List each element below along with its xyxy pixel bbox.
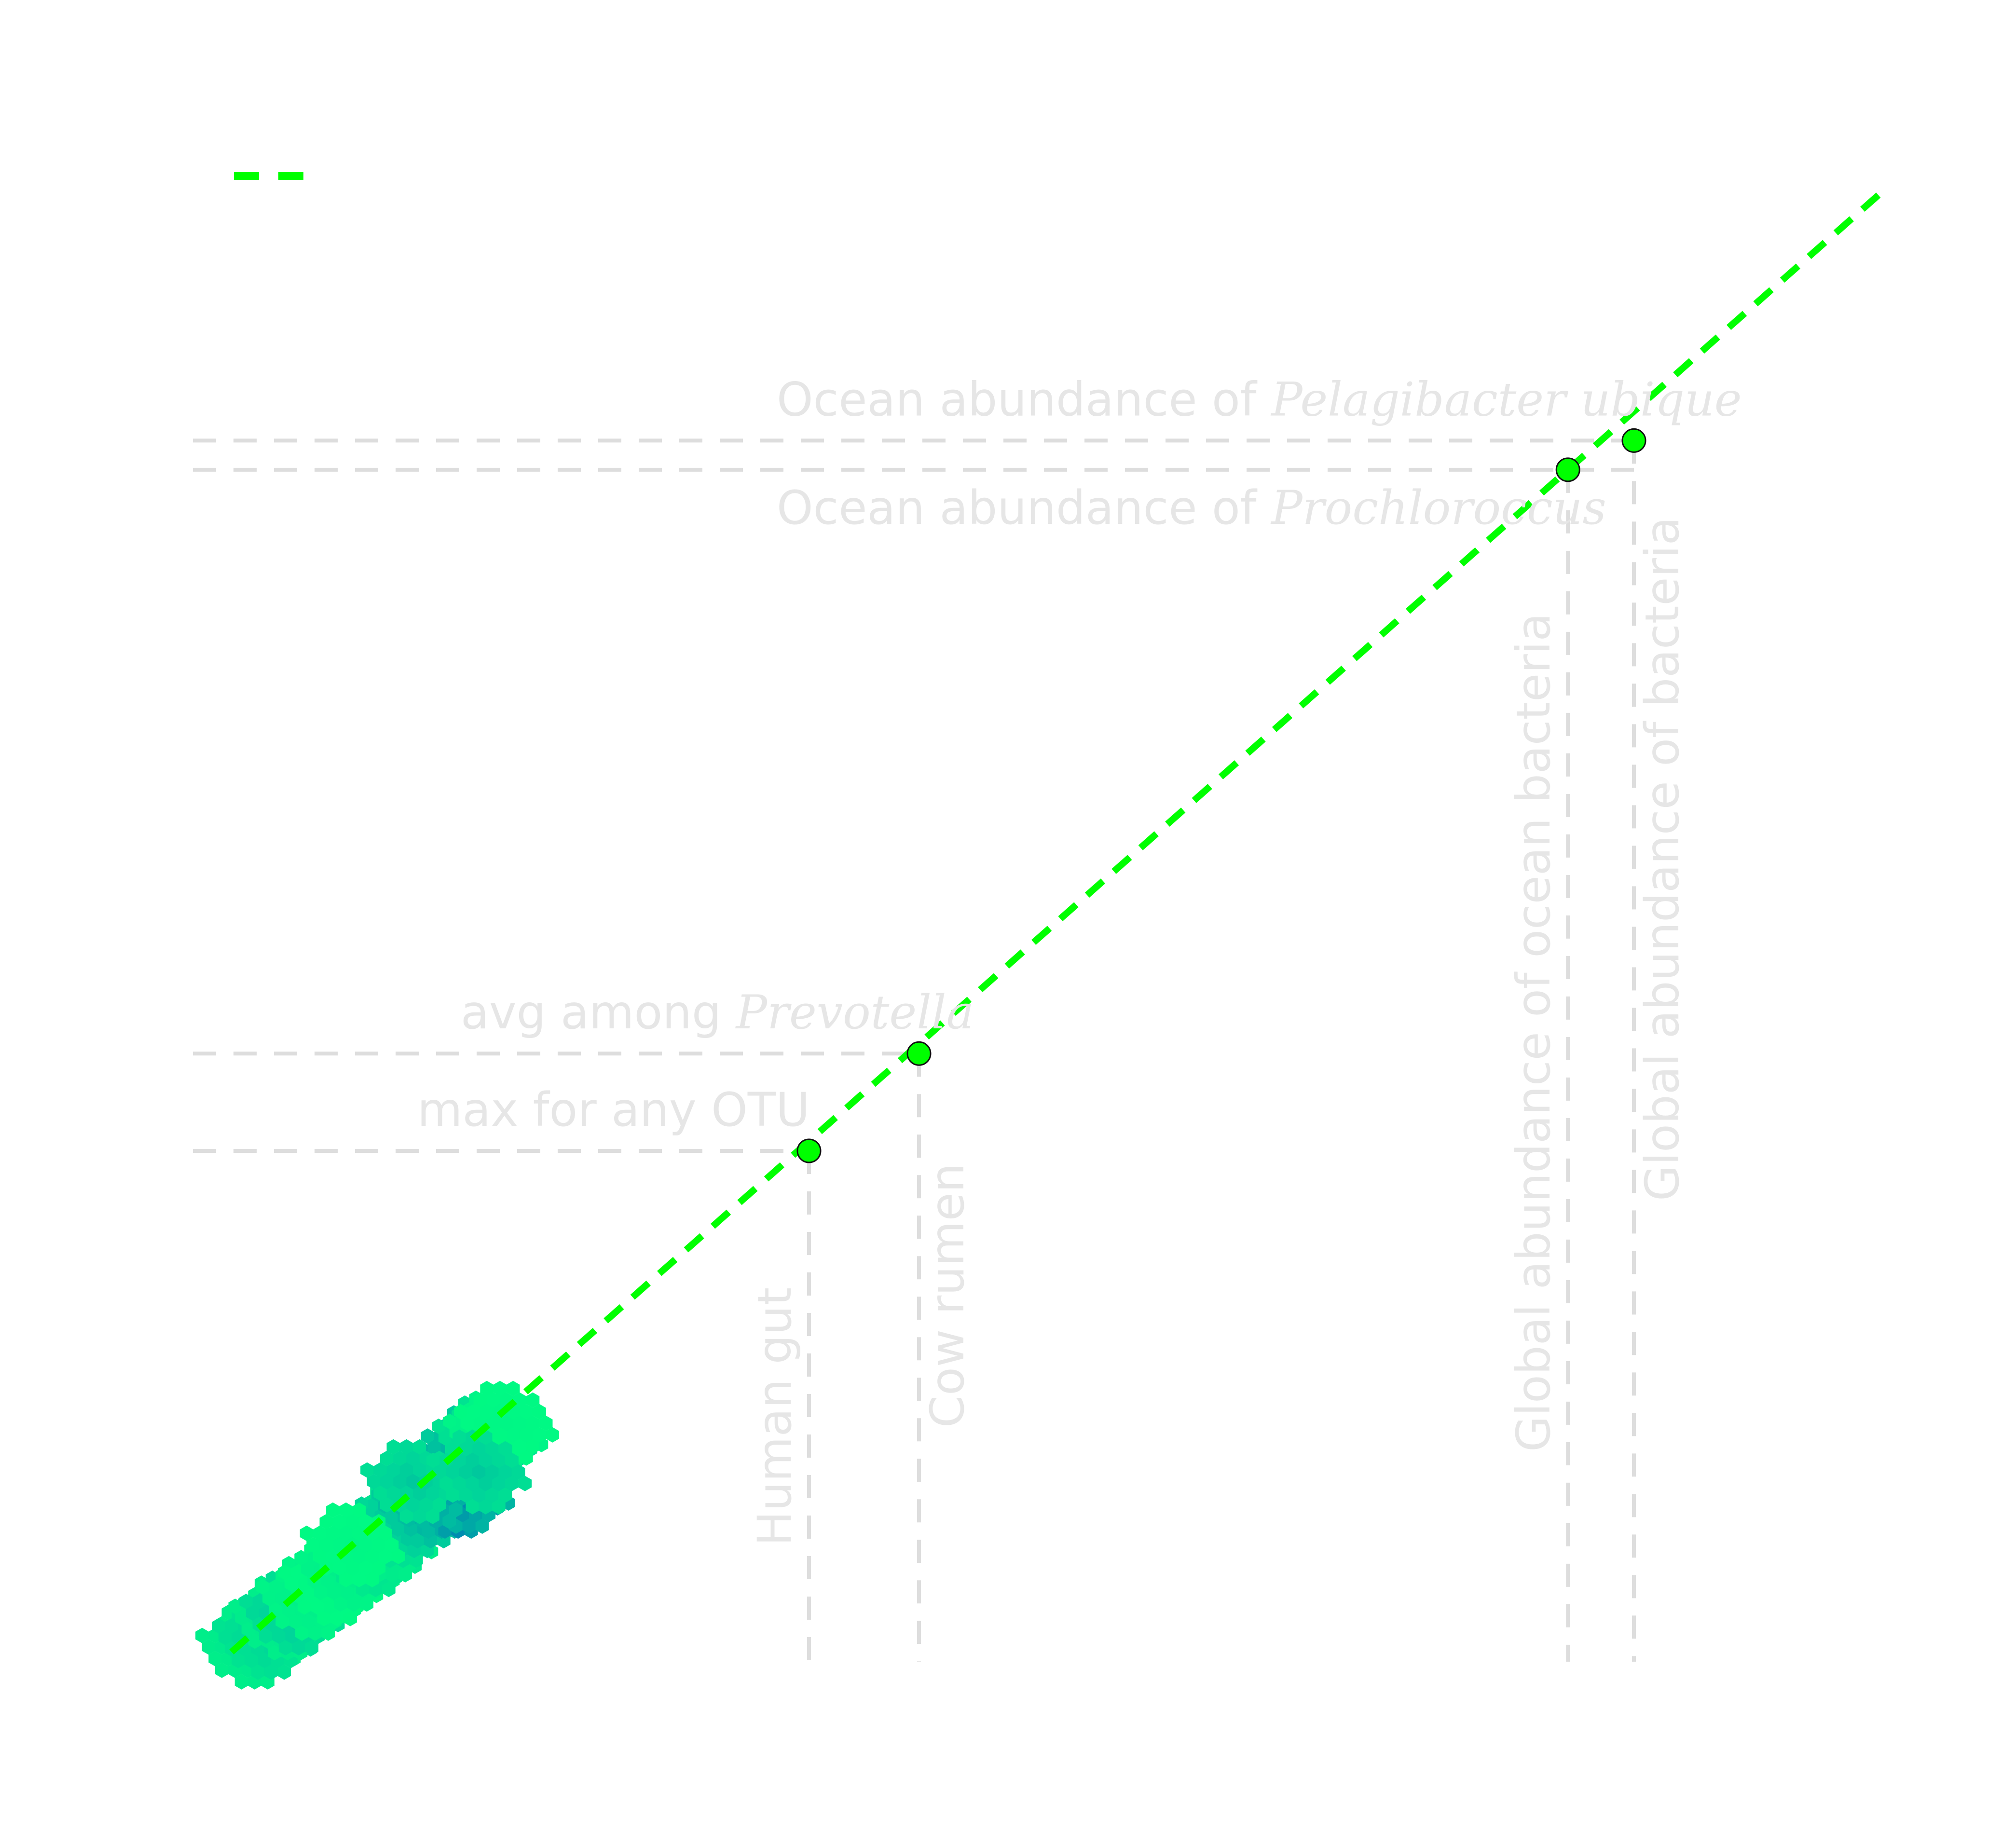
vline-label: Global abundance of bacteria: [1635, 517, 1689, 1201]
hline-label: avg among Prevotella: [461, 985, 974, 1039]
hexbin-cell: [426, 1429, 532, 1515]
annotation-layer: Ocean abundance of Pelagibacter ubique Oc…: [417, 372, 1742, 1546]
hline-label: Ocean abundance of Pelagibacter ubique: [777, 372, 1742, 426]
reference-lines: [193, 438, 1636, 1662]
data-point: [796, 1138, 822, 1163]
hline-label: max for any OTU: [417, 1083, 810, 1137]
vline-label: Cow rumen: [920, 1163, 974, 1428]
vline-label: Human gut: [748, 1287, 802, 1546]
data-point: [1555, 457, 1580, 482]
hexbin-cell: [300, 1502, 405, 1587]
fit-line-layer: [229, 190, 1884, 1655]
points-layer: [796, 428, 1646, 1163]
hline-label: Ocean abundance of Prochloroccus: [777, 481, 1606, 535]
hexbin-layer: [195, 1380, 560, 1690]
vline-label: Global abundance of ocean bacteria: [1507, 613, 1561, 1452]
data-point: [906, 1041, 932, 1066]
fit-line: [229, 190, 1884, 1655]
data-point: [1621, 428, 1646, 453]
